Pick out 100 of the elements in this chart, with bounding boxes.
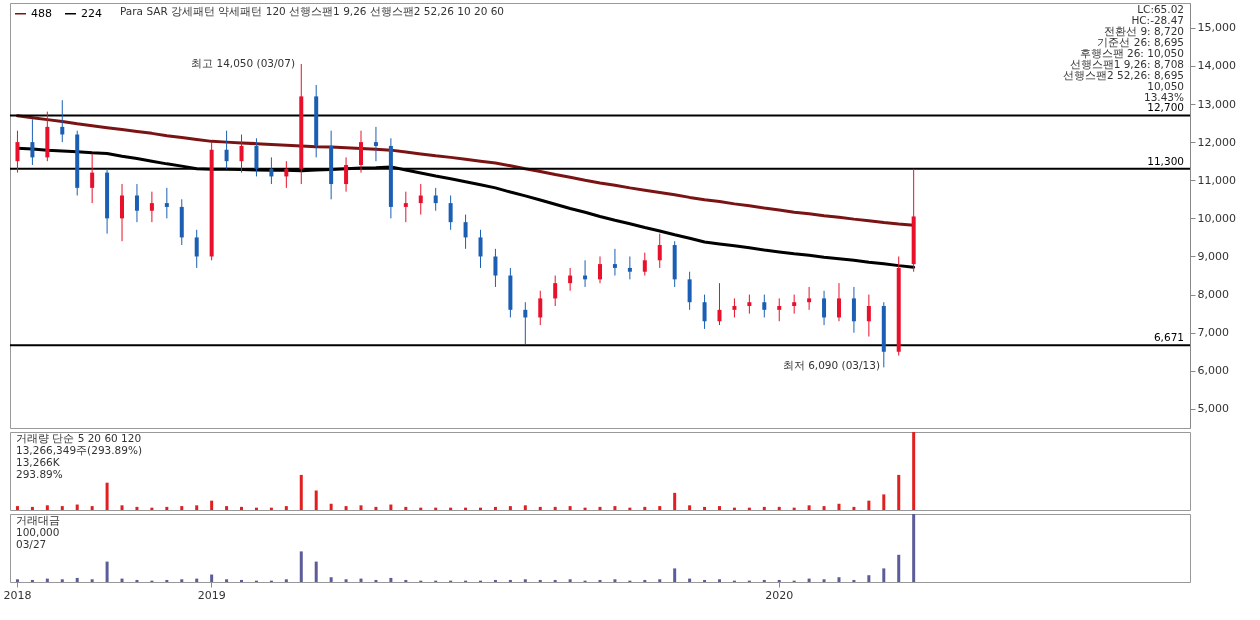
candlestick [642, 252, 647, 277]
bar [882, 568, 886, 582]
candlestick [478, 229, 483, 269]
bar [673, 492, 677, 510]
bar [867, 500, 871, 510]
bar [523, 579, 527, 582]
bar [837, 503, 841, 510]
bar [703, 506, 707, 510]
bar [120, 505, 124, 510]
annotation: 거래대금 [16, 514, 60, 526]
annotation: 03/27 [16, 538, 47, 550]
bar [493, 579, 497, 582]
bar [90, 506, 94, 510]
y-tick-label: 13,000 [1197, 97, 1236, 111]
bar [897, 554, 901, 582]
annotation: 선행스팬1 9,26: 8,708 [1069, 58, 1184, 70]
bar [15, 579, 19, 582]
bar [75, 504, 79, 510]
bar [299, 551, 303, 582]
bar [30, 506, 34, 510]
bar [882, 494, 886, 510]
candlestick [493, 248, 498, 288]
candlestick [747, 294, 752, 315]
bar [568, 579, 572, 582]
bar [314, 561, 318, 582]
annotation: 13,266,349주(293.89%) [16, 444, 143, 456]
bar [613, 579, 617, 582]
bar [717, 579, 721, 582]
bar [165, 506, 169, 510]
bar [852, 579, 856, 582]
bar [508, 506, 512, 510]
bar [210, 574, 214, 582]
candlestick [687, 271, 692, 311]
candlestick [239, 134, 244, 174]
candlestick [373, 126, 378, 162]
bar [284, 506, 288, 510]
bar [703, 579, 707, 582]
candlestick [792, 294, 797, 315]
annotation: 13,266K [16, 456, 61, 468]
bar [389, 577, 393, 582]
annotation: 최고 14,050 (03/07) [191, 57, 295, 69]
candlestick [568, 267, 573, 292]
bar [777, 506, 781, 510]
candlestick [359, 130, 364, 174]
candlestick [598, 255, 602, 284]
bar [807, 578, 811, 582]
candlestick [762, 294, 767, 318]
bar [553, 579, 557, 582]
bar [404, 506, 408, 510]
candlestick [627, 255, 632, 280]
bar [508, 579, 512, 582]
bar [658, 579, 662, 582]
bar [867, 575, 871, 582]
candlestick [418, 183, 423, 216]
bar [374, 506, 378, 510]
candlestick [134, 183, 139, 223]
bar [60, 506, 64, 510]
bar [344, 579, 348, 582]
annotation: 후행스팬 26: 10,050 [1079, 47, 1184, 59]
bar [225, 579, 229, 582]
bar [493, 506, 497, 510]
y-tick-label: 7,000 [1197, 326, 1229, 340]
candlestick [284, 160, 289, 189]
candlestick [523, 301, 528, 345]
bar [299, 474, 303, 510]
candlestick [448, 194, 453, 231]
y-tick-label: 12,000 [1197, 135, 1236, 149]
bar [165, 579, 169, 582]
bar [598, 579, 602, 582]
bar [717, 506, 721, 510]
candlestick [120, 183, 125, 242]
candlestick [254, 137, 259, 177]
candlestick [538, 290, 543, 326]
bar [195, 578, 199, 582]
annotation: 선행스팬2 52,26: 8,695 [1062, 69, 1184, 81]
annotation: 기준선 26: 8,695 [1097, 36, 1184, 48]
bar [135, 579, 139, 582]
bar [568, 506, 572, 510]
bar [284, 579, 288, 582]
candlestick [344, 156, 349, 193]
candlestick [657, 233, 662, 269]
bar [195, 505, 199, 510]
bar [688, 505, 692, 510]
bar [359, 578, 363, 582]
bar [912, 514, 916, 582]
y-tick-label: 6,000 [1197, 364, 1229, 378]
bar [60, 579, 64, 582]
bar [75, 577, 79, 582]
bar [210, 500, 214, 510]
candlestick [866, 294, 871, 338]
ref-line-label: 11,300 [1147, 154, 1184, 167]
candlestick [732, 297, 737, 318]
x-tick-label: 2020 [765, 588, 794, 602]
candlestick [224, 130, 229, 170]
ref-line-label: 6,671 [1153, 331, 1184, 344]
candlestick [463, 214, 468, 250]
candlestick [149, 191, 154, 223]
bar [777, 579, 781, 582]
y-tick-label: 10,000 [1197, 211, 1236, 225]
annotation: 13.43% [1143, 91, 1185, 103]
